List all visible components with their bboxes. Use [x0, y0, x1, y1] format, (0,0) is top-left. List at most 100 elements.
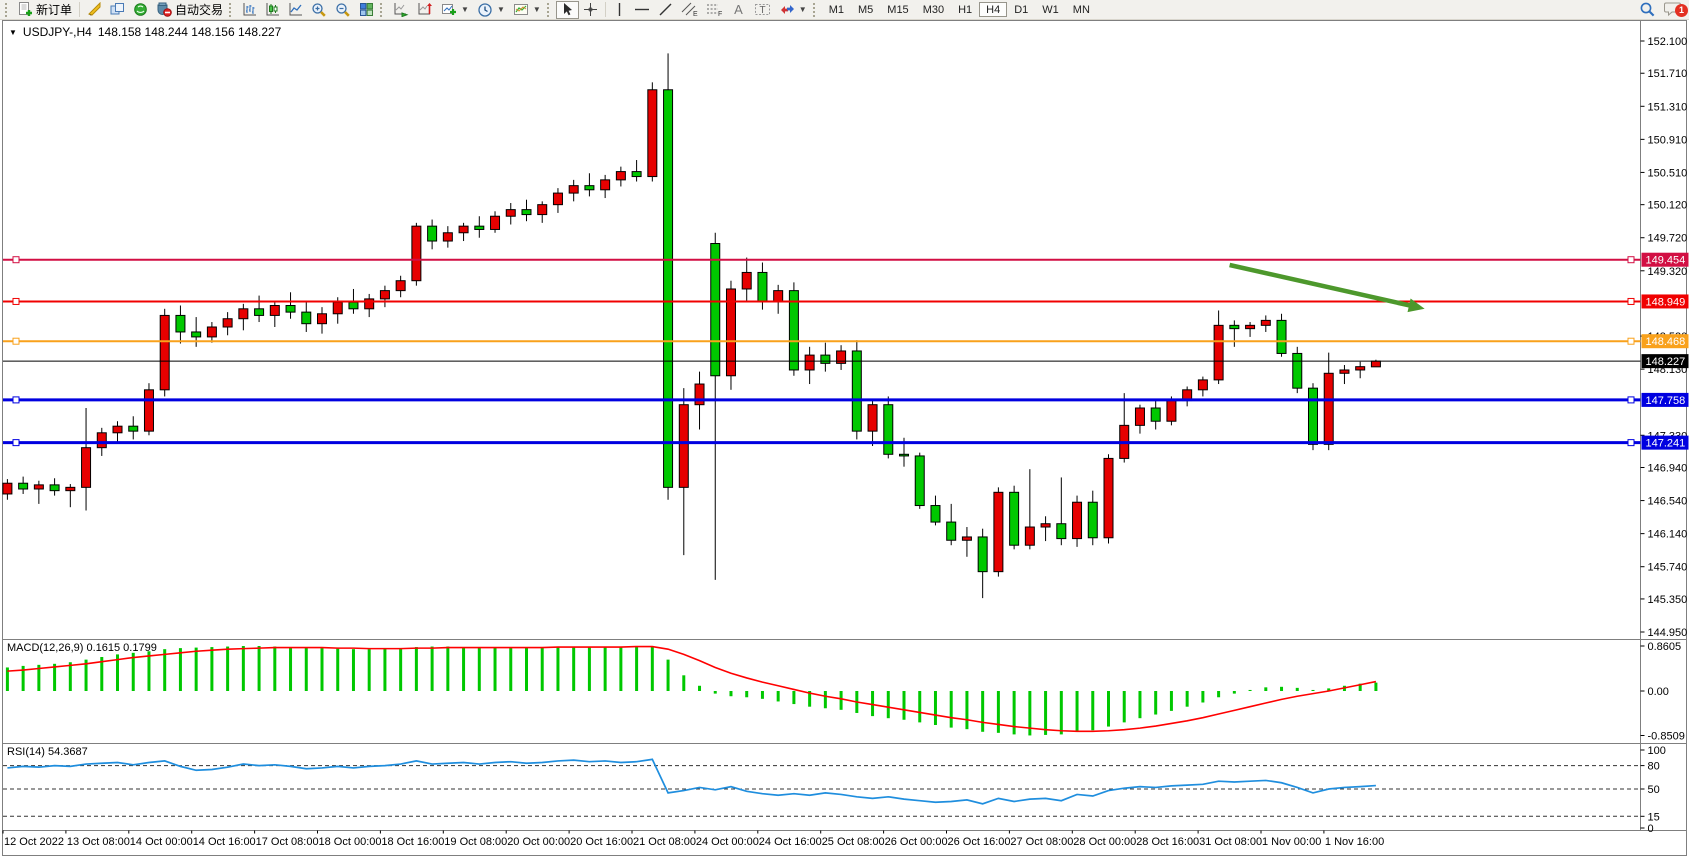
candle-up — [1339, 369, 1350, 374]
chart-ohlc-values: 148.158 148.244 148.156 148.227 — [97, 25, 282, 39]
templates-button[interactable]: ▼ — [509, 1, 545, 19]
symbol-dropdown-caret[interactable]: ▼ — [9, 27, 17, 37]
toolbar-grip[interactable] — [546, 2, 552, 17]
line-anchor-marker[interactable] — [12, 256, 20, 264]
notification-badge: 1 — [1675, 3, 1688, 17]
candlestick-chart-button[interactable] — [261, 1, 284, 19]
autotrading-button[interactable]: 自动交易 — [152, 1, 227, 19]
toolbar-grip[interactable] — [5, 2, 10, 17]
candle-down — [18, 482, 29, 490]
trend-arrow-shaft[interactable] — [1229, 262, 1414, 309]
periods-button[interactable]: ▼ — [473, 1, 509, 19]
candle-up — [395, 280, 406, 292]
new-order-button[interactable]: 新订单 — [14, 1, 76, 19]
new-chart-icon — [87, 2, 102, 17]
candle-down — [757, 271, 768, 302]
toolbar-grip[interactable] — [380, 2, 385, 17]
text-label-button[interactable]: T — [750, 1, 775, 19]
crosshair-button[interactable] — [579, 1, 602, 19]
timeframe-button-m5[interactable]: M5 — [851, 2, 880, 17]
candle-down — [946, 521, 957, 541]
zoom-in-icon — [311, 2, 327, 18]
line-anchor-marker[interactable] — [1627, 439, 1635, 447]
timeframe-button-mn[interactable]: MN — [1066, 2, 1097, 17]
time-tick-label: 19 Oct 08:00 — [444, 836, 507, 848]
candle-down — [1292, 352, 1303, 389]
candle-up — [647, 89, 658, 178]
horizontal-line-button[interactable] — [630, 1, 654, 19]
timeframe-button-w1[interactable]: W1 — [1035, 2, 1066, 17]
time-tick-label: 20 Oct 16:00 — [570, 836, 633, 848]
time-tick-label: 28 Oct 00:00 — [1073, 836, 1136, 848]
timeframe-button-h1[interactable]: H1 — [951, 2, 979, 17]
line-anchor-marker[interactable] — [12, 297, 20, 305]
zoom-out-button[interactable] — [331, 1, 355, 19]
equidistant-channel-button[interactable]: E — [677, 1, 702, 19]
search-icon — [1639, 1, 1656, 18]
price-tick-label: 151.710 — [1648, 68, 1688, 80]
line-anchor-marker[interactable] — [1627, 256, 1635, 264]
timeframe-button-m1[interactable]: M1 — [822, 2, 851, 17]
indicators-button[interactable]: ▼ — [437, 1, 473, 19]
time-tick-label: 25 Oct 08:00 — [822, 836, 885, 848]
candle-down — [191, 331, 202, 338]
line-anchor-marker[interactable] — [1627, 297, 1635, 305]
line-anchor-marker[interactable] — [12, 396, 20, 404]
candle-up — [1245, 324, 1256, 330]
price-badge-label: 147.758 — [1646, 395, 1686, 407]
candle-down — [631, 171, 642, 178]
candle-up — [773, 290, 784, 302]
arrows-button[interactable]: ▼ — [775, 1, 811, 19]
auto-scroll-button[interactable] — [389, 1, 413, 19]
timeframe-button-h4[interactable]: H4 — [979, 2, 1008, 17]
chart-shift-button[interactable] — [413, 1, 437, 19]
candle-up — [1072, 501, 1083, 540]
macd-scale-label: -0.8509 — [1648, 731, 1685, 743]
fibonacci-button[interactable]: F — [702, 1, 727, 19]
trendline-button[interactable] — [654, 1, 677, 19]
candle-up — [1197, 379, 1208, 391]
candle-up — [537, 204, 548, 216]
macd-signal-line — [7, 645, 1377, 733]
notifications-button[interactable]: 1 — [1664, 1, 1688, 19]
new-chart-button[interactable] — [83, 1, 106, 19]
price-tick-label: 146.140 — [1648, 529, 1688, 541]
line-anchor-marker[interactable] — [1627, 396, 1635, 404]
timeframe-button-d1[interactable]: D1 — [1007, 2, 1035, 17]
profiles-button[interactable] — [106, 1, 129, 19]
cursor-button[interactable] — [555, 0, 579, 19]
search-button[interactable] — [1635, 1, 1660, 19]
candle-up — [269, 305, 280, 316]
rsi-scale-label: 50 — [1648, 784, 1660, 796]
candle-up — [1024, 526, 1035, 546]
market-watch-button[interactable] — [129, 1, 152, 19]
candle-down — [285, 305, 296, 313]
vertical-line-button[interactable] — [609, 1, 630, 19]
price-tick-label: 151.310 — [1648, 101, 1688, 113]
rsi-name: RSI(14) — [7, 746, 45, 758]
text-label-icon: T — [754, 2, 771, 17]
trendline-icon — [658, 2, 673, 17]
price-tick-label: 146.540 — [1648, 496, 1688, 508]
time-tick-label: 26 Oct 16:00 — [948, 836, 1011, 848]
line-anchor-marker[interactable] — [12, 337, 20, 345]
bar-chart-button[interactable] — [238, 1, 261, 19]
line-chart-button[interactable] — [284, 1, 307, 19]
candle-up — [1213, 324, 1224, 381]
price-tick-label: 146.940 — [1648, 463, 1688, 475]
price-tick-label: 145.350 — [1648, 594, 1688, 606]
toolbar-grip[interactable] — [229, 2, 234, 17]
zoom-in-button[interactable] — [307, 1, 331, 19]
time-tick-label: 14 Oct 16:00 — [193, 836, 256, 848]
line-anchor-marker[interactable] — [1627, 337, 1635, 345]
timeframe-button-m15[interactable]: M15 — [880, 2, 915, 17]
tile-windows-button[interactable] — [355, 1, 378, 19]
toolbar-grip[interactable] — [812, 2, 818, 17]
timeframe-button-m30[interactable]: M30 — [916, 2, 951, 17]
line-anchor-marker[interactable] — [12, 439, 20, 447]
text-button[interactable]: A — [727, 1, 750, 19]
trend-arrow-head[interactable] — [1407, 298, 1425, 313]
price-tick-label: 145.740 — [1648, 562, 1688, 574]
templates-icon — [513, 2, 529, 17]
